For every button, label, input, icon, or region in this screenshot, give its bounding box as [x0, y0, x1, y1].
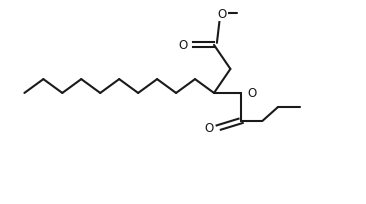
Text: O: O [247, 87, 256, 100]
Text: O: O [178, 39, 188, 52]
Text: O: O [217, 8, 227, 21]
Text: O: O [204, 121, 213, 134]
